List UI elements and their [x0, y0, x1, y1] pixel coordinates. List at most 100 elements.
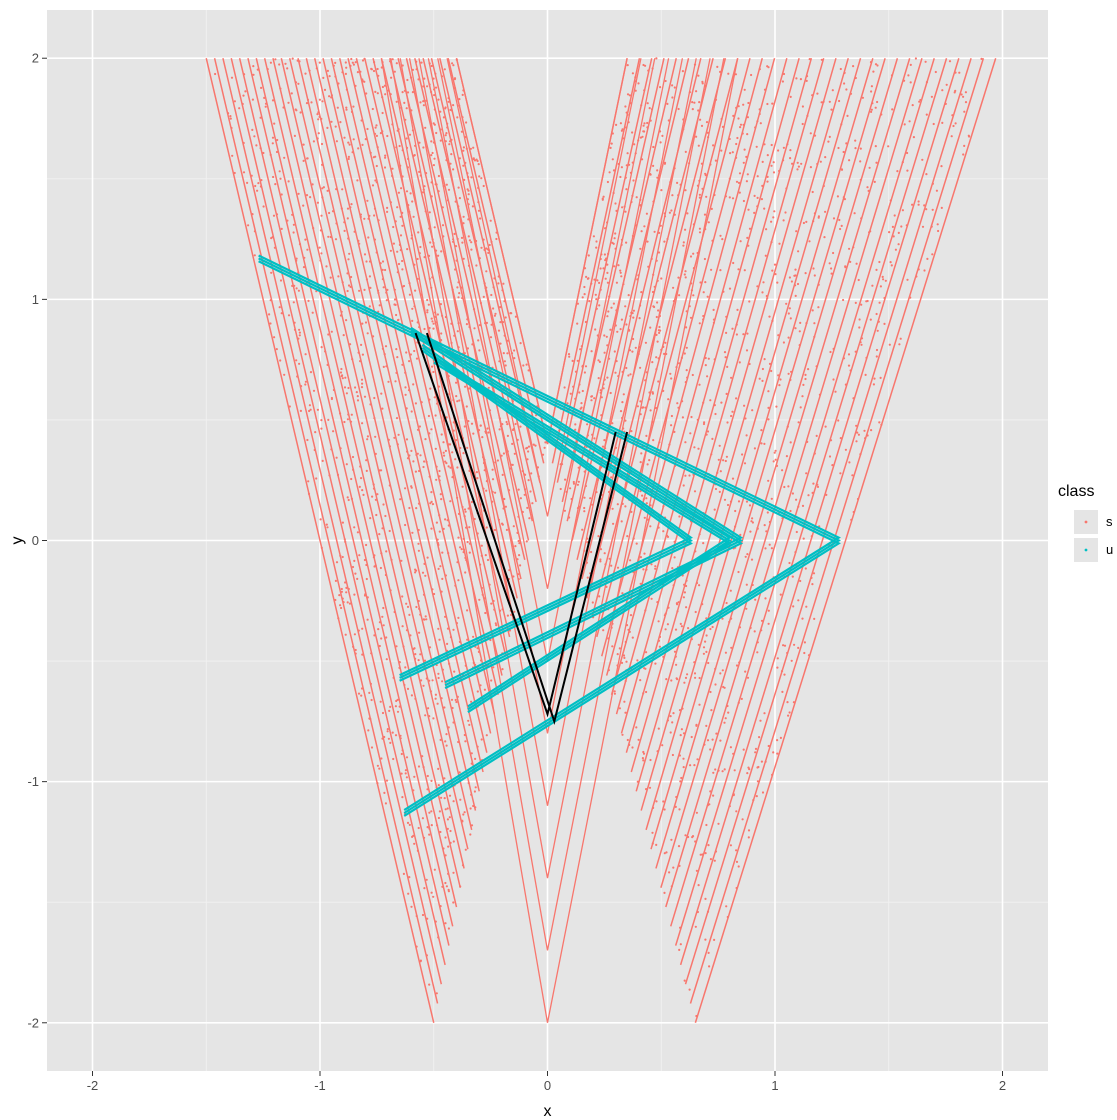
- s-point: [393, 70, 396, 73]
- s-point: [421, 817, 424, 820]
- s-point: [685, 346, 688, 349]
- s-point: [375, 134, 378, 137]
- s-point: [428, 398, 431, 401]
- s-point: [620, 318, 624, 321]
- s-point: [786, 651, 789, 655]
- s-point: [501, 668, 504, 671]
- s-point: [455, 395, 458, 398]
- s-point: [791, 575, 794, 578]
- s-point: [506, 423, 509, 426]
- s-point: [419, 101, 422, 104]
- s-point: [321, 459, 324, 462]
- s-point: [453, 87, 457, 90]
- s-point: [337, 82, 340, 85]
- s-point: [719, 70, 722, 73]
- s-point: [353, 559, 356, 563]
- s-point: [636, 278, 639, 281]
- s-point: [638, 345, 641, 349]
- s-point: [847, 364, 851, 367]
- s-point: [660, 277, 663, 280]
- s-point: [766, 102, 769, 106]
- s-point: [406, 457, 410, 460]
- s-point: [719, 470, 722, 473]
- s-point: [750, 558, 754, 561]
- s-point: [632, 316, 635, 319]
- s-point: [590, 282, 593, 285]
- s-point: [408, 133, 412, 136]
- s-point: [478, 324, 482, 327]
- s-point: [799, 579, 802, 583]
- s-point: [351, 358, 354, 361]
- s-point: [370, 698, 373, 702]
- s-point: [373, 238, 376, 241]
- s-point: [313, 448, 316, 452]
- s-point: [430, 527, 433, 530]
- s-point: [619, 410, 623, 413]
- s-point: [751, 583, 754, 587]
- s-point: [651, 67, 654, 70]
- s-point: [652, 273, 655, 276]
- s-point: [447, 524, 450, 527]
- s-point: [395, 62, 398, 65]
- s-point: [954, 71, 957, 74]
- legend-swatch-u: [1084, 548, 1088, 552]
- s-point: [723, 768, 726, 771]
- s-point: [827, 140, 830, 143]
- s-point: [493, 314, 496, 317]
- s-point: [467, 781, 470, 785]
- s-point: [684, 189, 687, 192]
- s-point: [892, 235, 895, 238]
- s-point: [419, 174, 422, 177]
- s-point: [608, 295, 611, 298]
- s-point: [357, 629, 360, 632]
- s-point: [683, 273, 686, 276]
- s-point: [394, 380, 397, 383]
- series-s-points: [205, 57, 997, 1023]
- s-point: [668, 211, 672, 214]
- s-point: [335, 561, 339, 564]
- s-point: [709, 163, 712, 166]
- s-point: [809, 132, 812, 135]
- s-point: [604, 259, 607, 262]
- s-point: [764, 760, 767, 763]
- s-segment-left: [447, 58, 545, 464]
- s-point: [704, 84, 707, 88]
- s-segment-left: [338, 58, 496, 715]
- s-point: [341, 555, 344, 559]
- s-point: [751, 517, 754, 520]
- s-point: [804, 377, 807, 381]
- s-point: [630, 311, 633, 314]
- s-point: [782, 341, 786, 344]
- s-point: [368, 305, 371, 308]
- s-point: [721, 238, 724, 241]
- s-point: [639, 247, 642, 250]
- s-point: [649, 326, 652, 329]
- s-point: [639, 136, 643, 139]
- s-point: [758, 377, 761, 380]
- s-point: [278, 170, 281, 173]
- s-point: [348, 252, 351, 255]
- s-point: [503, 334, 506, 337]
- x-tick-label: -2: [87, 1078, 99, 1093]
- s-point: [491, 490, 494, 494]
- s-point: [671, 194, 674, 197]
- s-point: [499, 425, 502, 428]
- s-point: [449, 636, 453, 639]
- s-point: [612, 191, 615, 195]
- s-point: [870, 108, 873, 111]
- s-point: [444, 922, 447, 925]
- s-point: [482, 238, 485, 241]
- s-point: [606, 315, 609, 318]
- s-point: [794, 268, 797, 271]
- s-point: [625, 660, 628, 663]
- s-point: [474, 786, 477, 789]
- s-point: [417, 826, 420, 830]
- s-point: [599, 558, 602, 561]
- s-point: [805, 605, 808, 608]
- s-point: [771, 319, 774, 322]
- s-point: [295, 359, 298, 362]
- s-point: [606, 180, 610, 184]
- s-point: [414, 653, 417, 656]
- s-point: [423, 256, 426, 259]
- s-point: [729, 746, 733, 749]
